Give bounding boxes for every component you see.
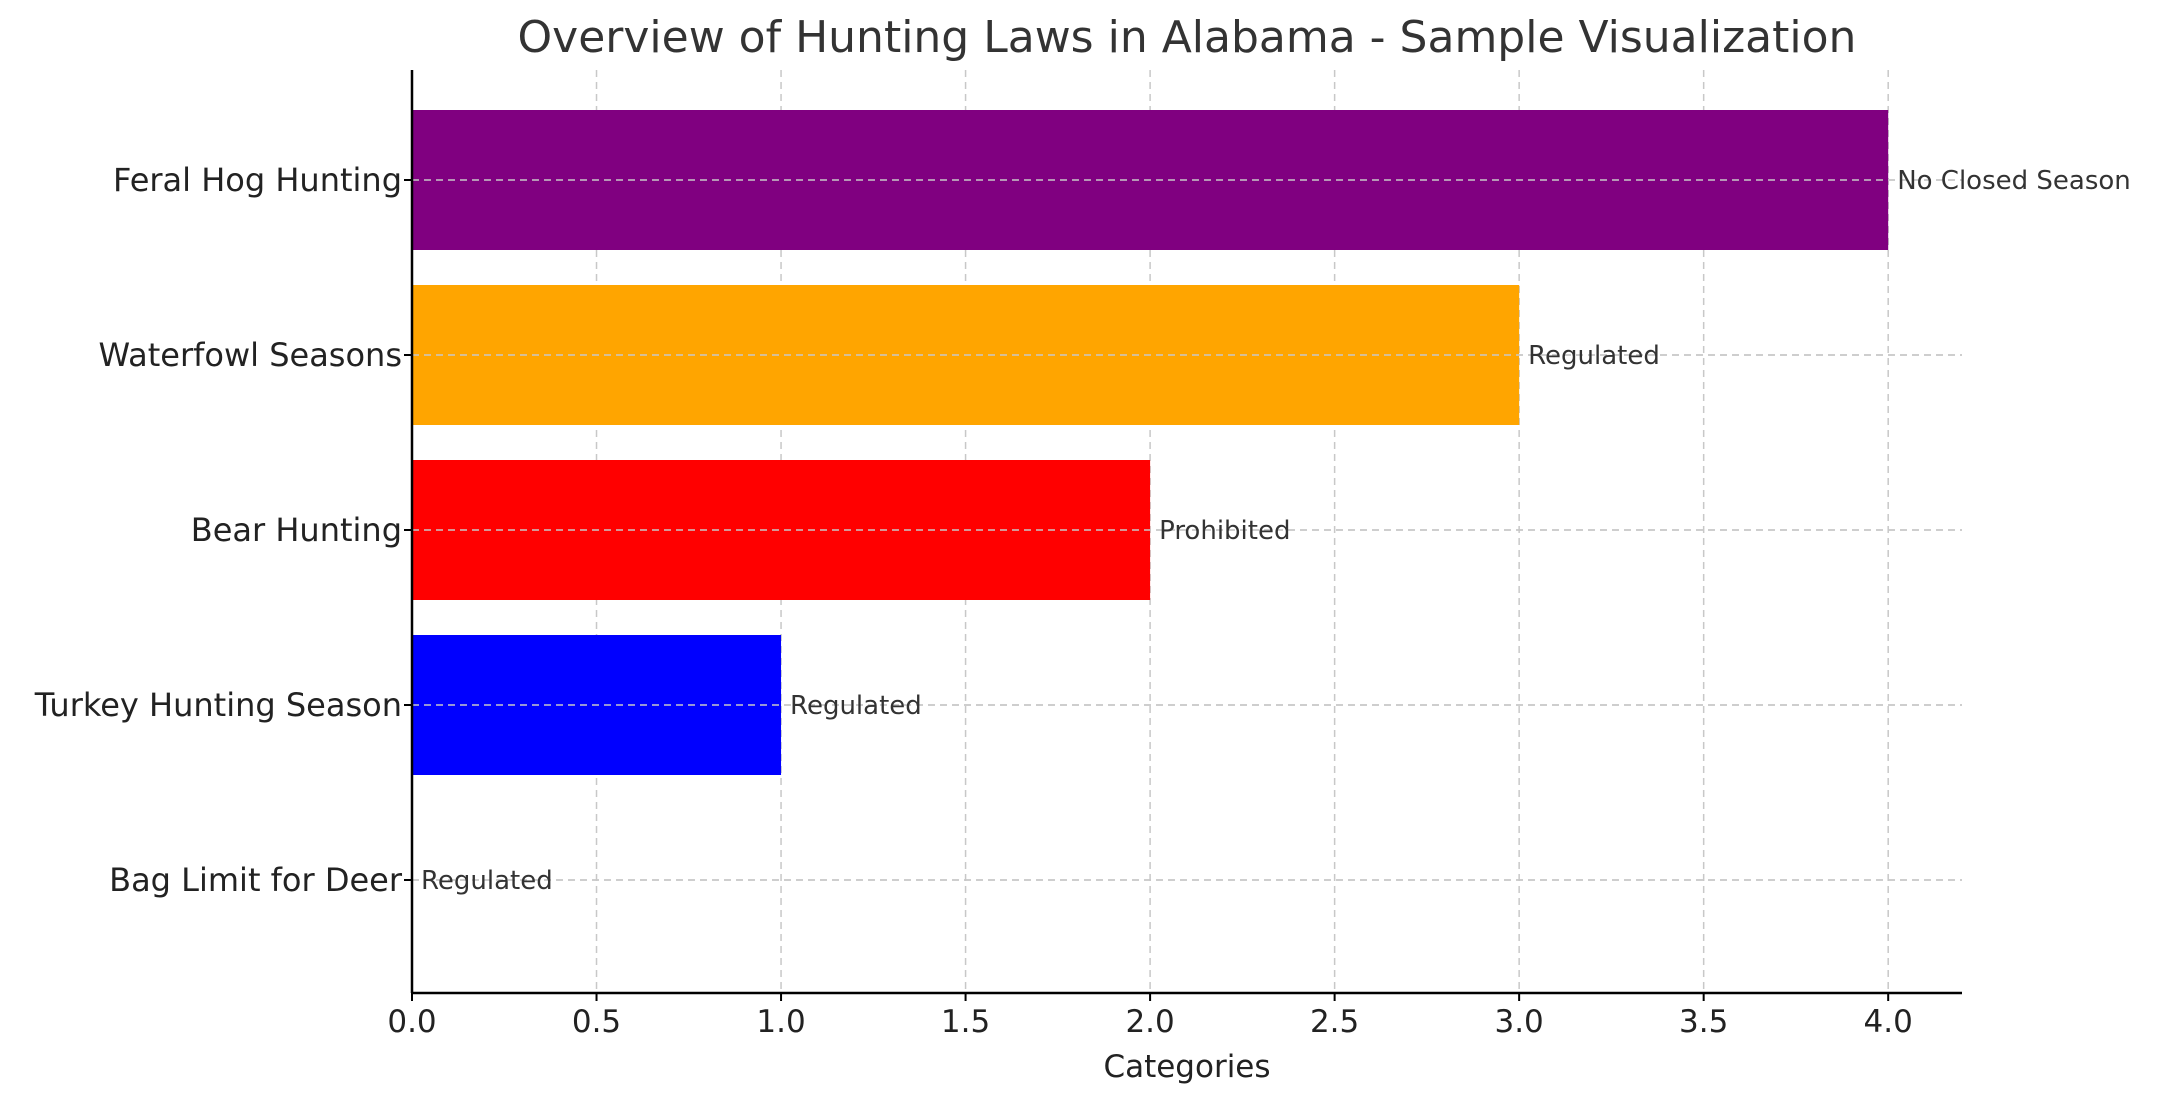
axes-layer bbox=[404, 70, 1962, 1001]
bar-data-label: Regulated bbox=[1528, 341, 1660, 371]
x-tick-label: 0.5 bbox=[572, 1004, 621, 1040]
bars-layer bbox=[412, 110, 1962, 881]
x-tick-label: 2.5 bbox=[1310, 1004, 1359, 1040]
y-tick-label: Waterfowl Seasons bbox=[99, 336, 402, 374]
y-tick-label: Bag Limit for Deer bbox=[109, 861, 403, 899]
x-tick-label: 1.0 bbox=[756, 1004, 805, 1040]
bar-data-label: Prohibited bbox=[1159, 516, 1290, 546]
y-tick-label: Turkey Hunting Season bbox=[34, 686, 402, 724]
y-tick-label: Feral Hog Hunting bbox=[113, 161, 402, 199]
bar-data-label: Regulated bbox=[421, 866, 553, 896]
x-tick-label: 1.5 bbox=[941, 1004, 990, 1040]
x-tick-label: 2.0 bbox=[1125, 1004, 1174, 1040]
labels-layer: 0.0 0.5 1.0 1.5 2.0 2.5 3.0 3.5 4.0 Bag Limit for… bbox=[34, 161, 2131, 1040]
y-tick-label: Bear Hunting bbox=[191, 511, 402, 549]
x-tick-label: 3.5 bbox=[1679, 1004, 1728, 1040]
x-tick-label: 3.0 bbox=[1494, 1004, 1543, 1040]
bar-data-label: Regulated bbox=[790, 691, 922, 721]
bar-data-label: No Closed Season bbox=[1897, 166, 2131, 196]
x-axis-label: Categories bbox=[1103, 1049, 1270, 1085]
x-tick-label: 4.0 bbox=[1864, 1004, 1913, 1040]
chart-title: Overview of Hunting Laws in Alabama - Sa… bbox=[518, 12, 1857, 63]
x-tick-label: 0.0 bbox=[387, 1004, 436, 1040]
